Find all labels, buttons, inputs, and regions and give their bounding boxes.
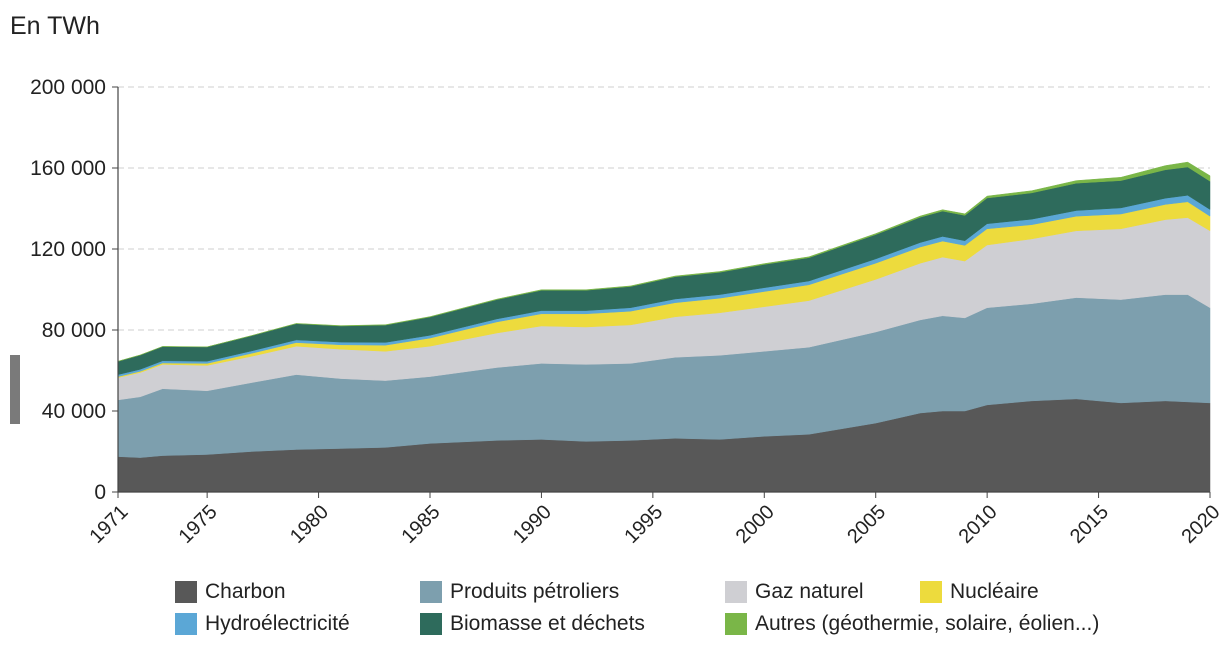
legend-swatch	[420, 613, 442, 635]
legend-label: Biomasse et déchets	[450, 612, 645, 635]
y-tick-label: 0	[94, 481, 106, 504]
y-tick-label: 80 000	[42, 319, 106, 342]
x-tick-label: 2015	[1066, 501, 1113, 548]
y-tick-label: 200 000	[30, 76, 106, 99]
legend-swatch	[725, 581, 747, 603]
legend-label: Produits pétroliers	[450, 580, 620, 603]
chart-title: En TWh	[10, 12, 100, 40]
side-marker-bar	[10, 355, 20, 424]
legend-item: Biomasse et déchets	[420, 612, 645, 636]
x-tick-label: 2010	[955, 501, 1002, 548]
legend-label: Charbon	[205, 580, 286, 603]
stacked-areas	[117, 161, 1211, 493]
y-tick-label: 160 000	[30, 157, 106, 180]
legend-item: Produits pétroliers	[420, 580, 619, 604]
x-tick-label: 2000	[732, 501, 779, 548]
legend-label: Nucléaire	[950, 580, 1039, 603]
x-tick-label: 1980	[286, 501, 333, 548]
x-tick-label: 2005	[843, 501, 890, 548]
area-series-autres	[117, 161, 1211, 362]
legend-item: Hydroélectricité	[175, 612, 350, 636]
legend-label: Autres (géothermie, solaire, éolien...)	[755, 612, 1100, 635]
legend-swatch	[920, 581, 942, 603]
x-tick-label: 1995	[620, 501, 667, 548]
legend-label: Hydroélectricité	[205, 612, 350, 635]
legend-swatch	[175, 581, 197, 603]
legend-swatch	[725, 613, 747, 635]
legend-swatch	[175, 613, 197, 635]
legend-item: Gaz naturel	[725, 580, 864, 604]
x-tick-label: 1975	[175, 501, 222, 548]
x-tick-label: 1990	[509, 501, 556, 548]
x-tick-label: 1985	[397, 501, 444, 548]
legend-item: Charbon	[175, 580, 286, 604]
legend-item: Autres (géothermie, solaire, éolien...)	[725, 612, 1099, 636]
x-tick-label: 2020	[1177, 501, 1223, 548]
legend-label: Gaz naturel	[755, 580, 864, 603]
legend-swatch	[420, 581, 442, 603]
y-tick-label: 40 000	[42, 400, 106, 423]
y-tick-label: 120 000	[30, 238, 106, 261]
legend-item: Nucléaire	[920, 580, 1039, 604]
x-tick-label: 1971	[85, 501, 132, 548]
